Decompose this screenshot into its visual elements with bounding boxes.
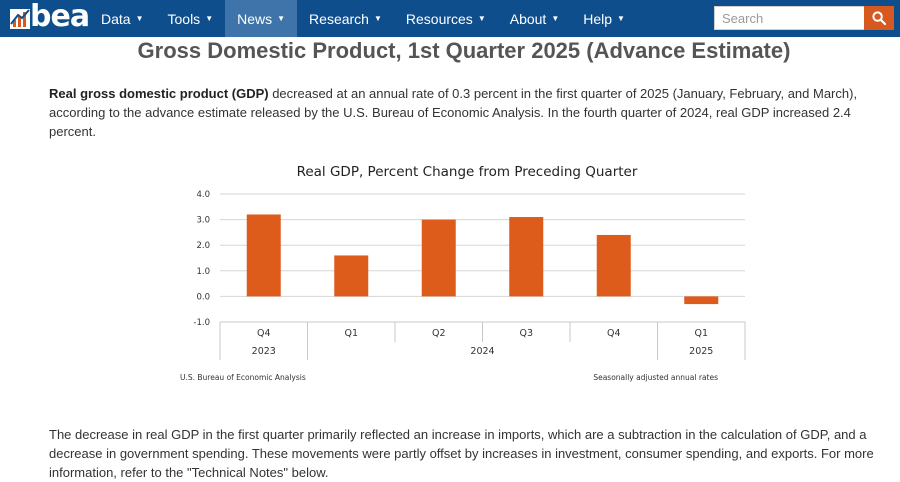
page-title: Gross Domestic Product, 1st Quarter 2025… [137, 38, 791, 63]
summary-text: decreased at an annual rate of 0.3 perce… [49, 86, 858, 139]
bea-logo[interactable]: bea [10, 0, 90, 34]
chart-title: Real GDP, Percent Change from Preceding … [297, 164, 638, 180]
nav-item-label: News [237, 10, 273, 27]
bea-logo-icon [10, 9, 30, 29]
caret-down-icon: ▼ [551, 13, 560, 23]
x-tick-label: Q4 [607, 328, 621, 339]
rate-note: Seasonally adjusted annual rates [593, 373, 718, 382]
caret-down-icon: ▼ [277, 13, 286, 23]
nav-item-label: Data [101, 10, 131, 27]
summary-paragraph: Real gross domestic product (GDP) decrea… [49, 84, 885, 141]
main-menu: Data ▼ Tools ▼ News ▼ Research ▼ Resources ▼ About… [89, 0, 637, 37]
year-label: 2024 [470, 346, 494, 357]
x-tick-label: Q3 [519, 328, 533, 339]
nav-item-tools[interactable]: Tools ▼ [156, 0, 226, 37]
logo-text: bea [30, 0, 90, 34]
source-note: U.S. Bureau of Economic Analysis [180, 373, 306, 382]
bar-q2 [421, 219, 456, 297]
bar-q4 [596, 234, 631, 297]
nav-item-news[interactable]: News ▼ [225, 0, 298, 37]
nav-item-about[interactable]: About ▼ [498, 0, 572, 37]
x-tick-label: Q1 [344, 328, 358, 339]
bar-q1 [334, 255, 369, 297]
y-tick-label: -1.0 [193, 318, 210, 328]
gdp-bar-chart: Real GDP, Percent Change from Preceding … [180, 164, 746, 382]
y-tick-label: 1.0 [196, 267, 210, 277]
year-label: 2023 [252, 346, 276, 357]
bar-q1 [684, 296, 719, 305]
gdp-term: Real gross domestic product (GDP) [49, 86, 269, 101]
detail-paragraph: The decrease in real GDP in the first qu… [49, 427, 874, 480]
caret-down-icon: ▼ [373, 13, 382, 23]
nav-item-label: Resources [405, 10, 473, 27]
nav-item-label: Research [309, 10, 369, 27]
y-tick-label: 0.0 [196, 292, 210, 302]
year-label: 2025 [689, 346, 713, 357]
x-tick-label: Q1 [694, 328, 708, 339]
nav-item-label: About [509, 10, 547, 27]
y-tick-label: 4.0 [196, 190, 210, 200]
top-navbar: bea Data ▼ Tools ▼ News ▼ Research ▼ Resources ▼ A… [0, 0, 900, 37]
y-tick-label: 2.0 [196, 241, 210, 251]
x-tick-label: Q2 [432, 328, 446, 339]
nav-item-research[interactable]: Research ▼ [297, 0, 394, 37]
caret-down-icon: ▼ [477, 13, 486, 23]
nav-item-help[interactable]: Help ▼ [571, 0, 637, 37]
bar-q4 [246, 214, 281, 297]
nav-item-data[interactable]: Data ▼ [89, 0, 156, 37]
nav-item-label: Tools [167, 10, 201, 27]
search-icon [872, 11, 886, 25]
bar-q3 [509, 217, 544, 297]
y-tick-label: 3.0 [196, 216, 210, 226]
nav-item-resources[interactable]: Resources ▼ [394, 0, 498, 37]
x-tick-label: Q4 [257, 328, 271, 339]
nav-item-label: Help [583, 10, 613, 27]
caret-down-icon: ▼ [617, 13, 625, 23]
caret-down-icon: ▼ [205, 13, 214, 23]
search-button[interactable] [864, 6, 894, 30]
search-input[interactable] [714, 6, 864, 30]
caret-down-icon: ▼ [135, 13, 144, 23]
